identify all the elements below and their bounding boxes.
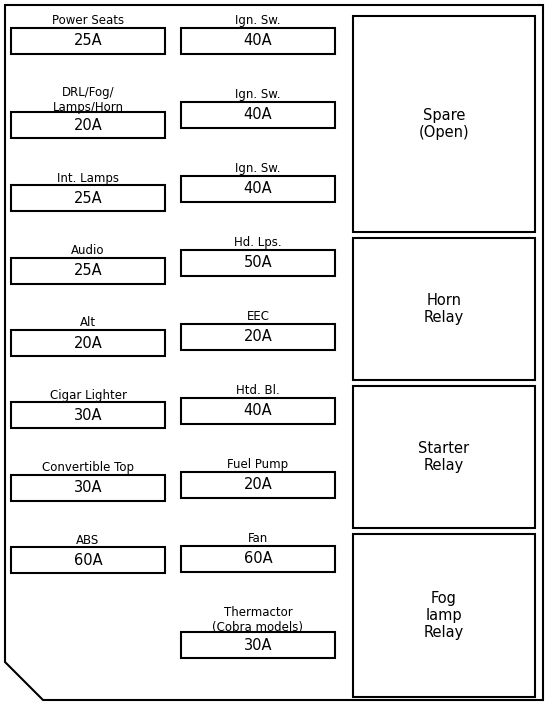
Text: Thermactor
(Cobra models): Thermactor (Cobra models) — [212, 606, 304, 634]
Text: 40A: 40A — [244, 181, 272, 196]
Bar — [11, 475, 165, 501]
Bar — [181, 632, 335, 658]
Text: 30A: 30A — [74, 408, 102, 423]
Text: 20A: 20A — [244, 329, 272, 344]
Bar — [353, 238, 535, 380]
Bar — [181, 28, 335, 54]
Bar — [11, 28, 165, 54]
Text: 50A: 50A — [244, 255, 272, 270]
Bar — [181, 324, 335, 350]
Text: 40A: 40A — [244, 33, 272, 48]
Bar — [11, 113, 165, 138]
Text: 20A: 20A — [244, 477, 272, 492]
Bar — [181, 176, 335, 202]
Bar — [181, 101, 335, 127]
Text: 30A: 30A — [244, 637, 272, 653]
Bar — [353, 16, 535, 232]
Text: Audio: Audio — [72, 244, 104, 257]
Text: 30A: 30A — [74, 480, 102, 496]
Text: Fuel Pump: Fuel Pump — [228, 458, 289, 471]
Text: Power Seats: Power Seats — [52, 14, 124, 27]
Text: Fan: Fan — [248, 532, 268, 545]
Bar — [11, 185, 165, 211]
Text: Cigar Lighter: Cigar Lighter — [50, 389, 127, 402]
Text: Hd. Lps.: Hd. Lps. — [234, 236, 282, 249]
Bar — [11, 330, 165, 356]
Text: 20A: 20A — [74, 118, 102, 133]
Bar — [11, 258, 165, 284]
Text: 60A: 60A — [74, 553, 102, 568]
Text: Alt: Alt — [80, 316, 96, 329]
Text: Starter
Relay: Starter Relay — [419, 441, 470, 473]
Text: 25A: 25A — [74, 33, 102, 48]
Text: 25A: 25A — [74, 190, 102, 206]
Bar — [11, 402, 165, 428]
Text: EEC: EEC — [246, 310, 270, 323]
Text: 20A: 20A — [74, 336, 102, 350]
Bar — [353, 386, 535, 528]
Bar — [181, 545, 335, 571]
Bar — [11, 547, 165, 573]
Text: DRL/Fog/
Lamps/Horn: DRL/Fog/ Lamps/Horn — [52, 86, 124, 115]
Text: Spare
(Open): Spare (Open) — [419, 108, 469, 140]
Text: Htd. Bl.: Htd. Bl. — [236, 384, 280, 397]
Text: Int. Lamps: Int. Lamps — [57, 172, 119, 185]
Text: Ign. Sw.: Ign. Sw. — [235, 88, 280, 101]
Bar — [353, 534, 535, 697]
Bar — [181, 397, 335, 423]
Text: 60A: 60A — [244, 551, 272, 566]
Text: ABS: ABS — [76, 534, 100, 547]
Text: Convertible Top: Convertible Top — [42, 461, 134, 474]
Bar — [181, 472, 335, 498]
Text: 25A: 25A — [74, 263, 102, 278]
Text: 40A: 40A — [244, 403, 272, 418]
Text: 40A: 40A — [244, 107, 272, 122]
Text: Ign. Sw.: Ign. Sw. — [235, 162, 280, 175]
Bar — [181, 249, 335, 275]
Text: Ign. Sw.: Ign. Sw. — [235, 14, 280, 27]
Text: Horn
Relay: Horn Relay — [424, 293, 464, 325]
Text: Fog
lamp
Relay: Fog lamp Relay — [424, 590, 464, 641]
